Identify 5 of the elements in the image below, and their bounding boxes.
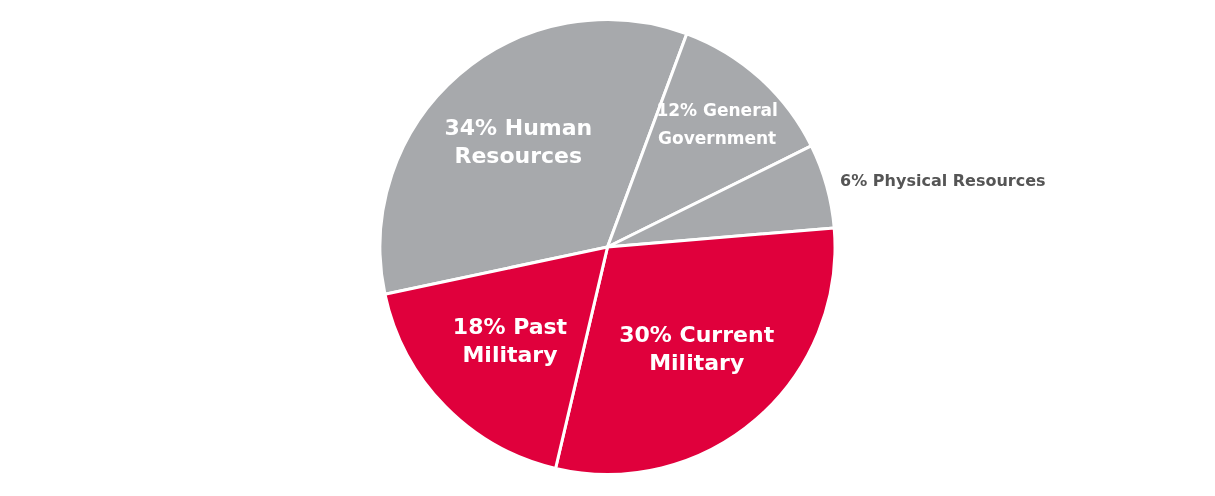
- slice-label: 18% Past Military: [452, 314, 568, 368]
- slice-label: 6% Physical Resources: [840, 171, 1046, 191]
- slice-label: 12% General Government: [656, 99, 778, 148]
- slice-label: 34% Human Resources: [444, 115, 593, 169]
- slice-label: 30% Current Military: [619, 322, 775, 376]
